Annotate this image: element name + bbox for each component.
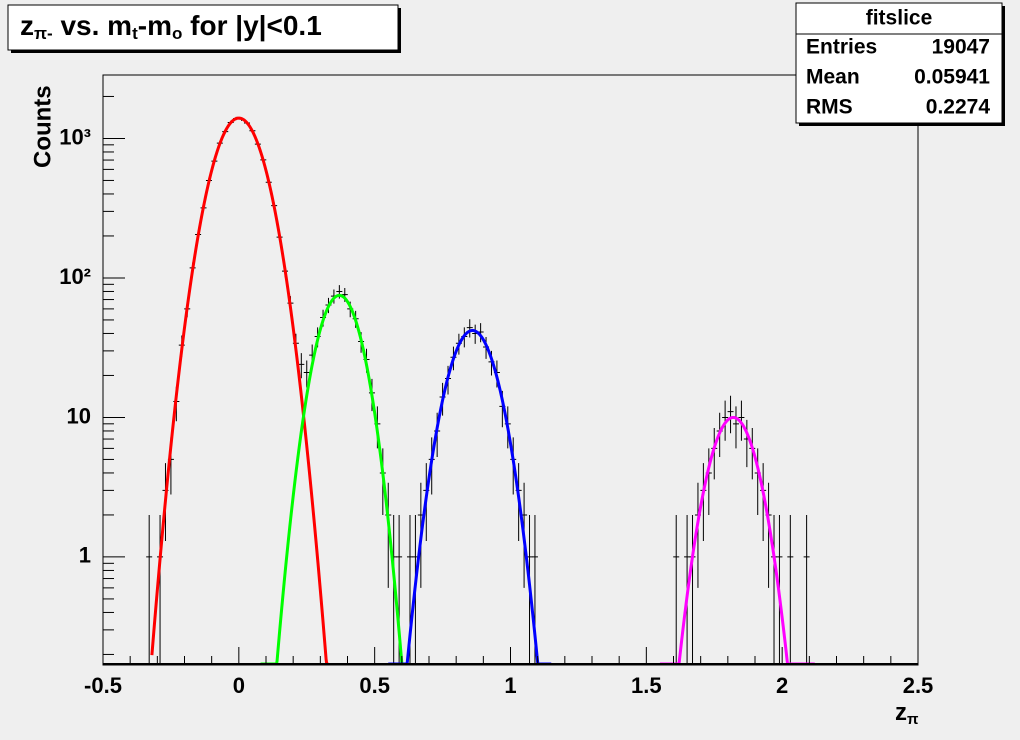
title-part: z [20, 10, 34, 41]
x-label-sub: π [907, 711, 919, 728]
data-point [727, 395, 734, 434]
fit-curve [260, 293, 404, 665]
x-tick-label: 1.5 [631, 673, 662, 698]
stats-value: 0.2274 [926, 96, 991, 119]
data-point [298, 353, 305, 379]
title-sub: π- [34, 24, 53, 43]
x-tick-label: 0 [233, 673, 245, 698]
title-part: vs. m [53, 10, 132, 41]
y-tick-label: 10³ [59, 124, 91, 149]
data-point [146, 514, 153, 665]
data-point [787, 514, 794, 665]
data-point [466, 319, 473, 338]
x-axis-label: zπ [895, 699, 919, 728]
x-tick-label: 2.5 [903, 673, 934, 698]
y-tick-label: 1 [79, 543, 91, 568]
stats-value: 19047 [932, 36, 990, 59]
stats-value: 0.05941 [914, 66, 990, 89]
fit-curve [150, 116, 329, 665]
data-point [803, 514, 810, 665]
data-point [406, 514, 413, 665]
x-tick-label: 2 [776, 673, 788, 698]
title-part: for |y|<0.1 [182, 10, 321, 41]
title-box [7, 4, 399, 51]
x-label-part: z [895, 699, 907, 726]
data-point [396, 514, 403, 665]
title-part: -m [138, 10, 172, 41]
x-tick-label: -0.5 [84, 673, 122, 698]
x-tick-label: 0.5 [359, 673, 390, 698]
stats-title: fitslice [866, 7, 933, 30]
stats-label: RMS [806, 96, 853, 119]
y-tick-label: 10² [59, 264, 91, 289]
y-axis-label: Counts [29, 85, 56, 168]
fit-curve [388, 328, 552, 665]
y-tick-label: 10 [67, 403, 91, 428]
data-point [303, 360, 310, 388]
x-tick-label: 1 [504, 673, 516, 698]
chart-title: zπ- vs. mt-mo for |y|<0.1 [20, 10, 322, 43]
title-sub: t [132, 24, 138, 43]
stats-label: Entries [806, 36, 877, 59]
stats-label: Mean [806, 66, 860, 89]
data-point [531, 514, 538, 665]
data-point [732, 406, 739, 449]
data-point [673, 514, 680, 665]
stats-box [795, 2, 1003, 124]
axes: -0.5 0 0.5 1 1.5 2 2.5 1 10 10² 10³ [59, 95, 934, 698]
title-sub: o [172, 24, 182, 43]
